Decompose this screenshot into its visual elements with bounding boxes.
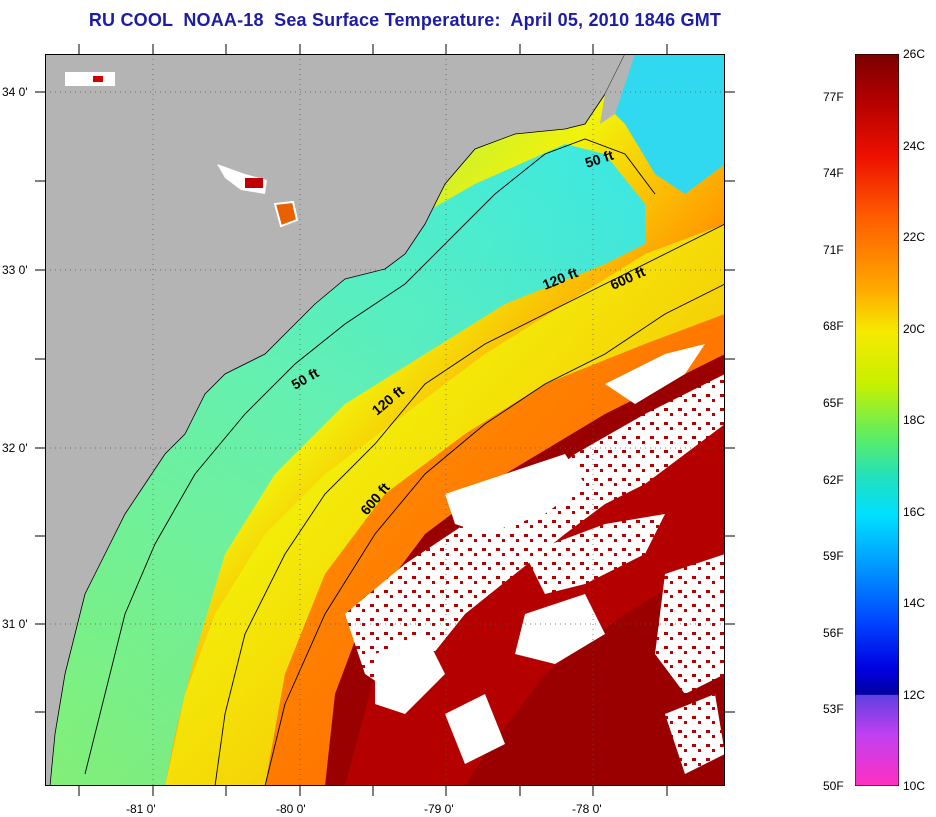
cb-label-65f: 65F [823,396,844,410]
map-title: RU COOL NOAA-18 Sea Surface Temperature:… [88,10,722,30]
cb-label-77f: 77F [823,90,844,104]
cb-label-16c: 16C [903,505,926,519]
gulf-stream-red [345,414,725,786]
coastline-land [45,54,626,786]
depth-contours [84,138,725,786]
lon-label-81: -81 0' [126,802,156,816]
cb-label-26c: 26C [903,47,926,61]
contour-600ft [264,283,725,786]
cb-label-71f: 71F [823,243,844,257]
lon-label-80: -80 0' [276,802,306,816]
cb-label-12c: 12C [903,688,926,702]
temperature-colorbar [851,53,903,787]
cb-label-18c: 18C [903,413,926,427]
lat-label-31: 31 0' [2,617,28,631]
contour-50ft [84,138,656,775]
sst-map-canvas: 50 ft 120 ft 600 ft 50 ft 120 ft 600 ft [45,54,725,786]
cb-label-53f: 53F [823,702,844,716]
shelf-water [45,144,645,786]
lat-label-33: 33 0' [2,263,28,277]
lat-label-32: 32 0' [2,441,28,455]
cloud-cover [345,344,725,774]
lake-patch [65,72,115,86]
cb-label-56f: 56F [823,626,844,640]
inland-lake-2 [273,200,299,228]
lon-label-79: -79 0' [424,802,454,816]
cb-label-59f: 59F [823,549,844,563]
colorbar-gradient [854,53,900,787]
cb-label-20c: 20C [903,322,926,336]
inland-lake-red [245,178,263,188]
contour-120ft [214,223,725,786]
map-frame-border [45,54,725,786]
cb-label-62f: 62F [823,473,844,487]
cb-label-24c: 24C [903,139,926,153]
cb-label-74f: 74F [823,166,844,180]
lat-label-34: 34 0' [2,85,28,99]
lake-patch-red [93,76,103,82]
cb-label-22c: 22C [903,230,926,244]
sst-map: 50 ft 120 ft 600 ft 50 ft 120 ft 600 ft [45,54,725,786]
lon-label-78: -78 0' [572,802,602,816]
cb-label-50f: 50F [823,779,844,793]
cb-label-68f: 68F [823,319,844,333]
lat-lon-grid [45,54,725,786]
cb-label-14c: 14C [903,596,926,610]
bay-water [615,54,725,194]
cb-label-10c: 10C [903,779,926,793]
